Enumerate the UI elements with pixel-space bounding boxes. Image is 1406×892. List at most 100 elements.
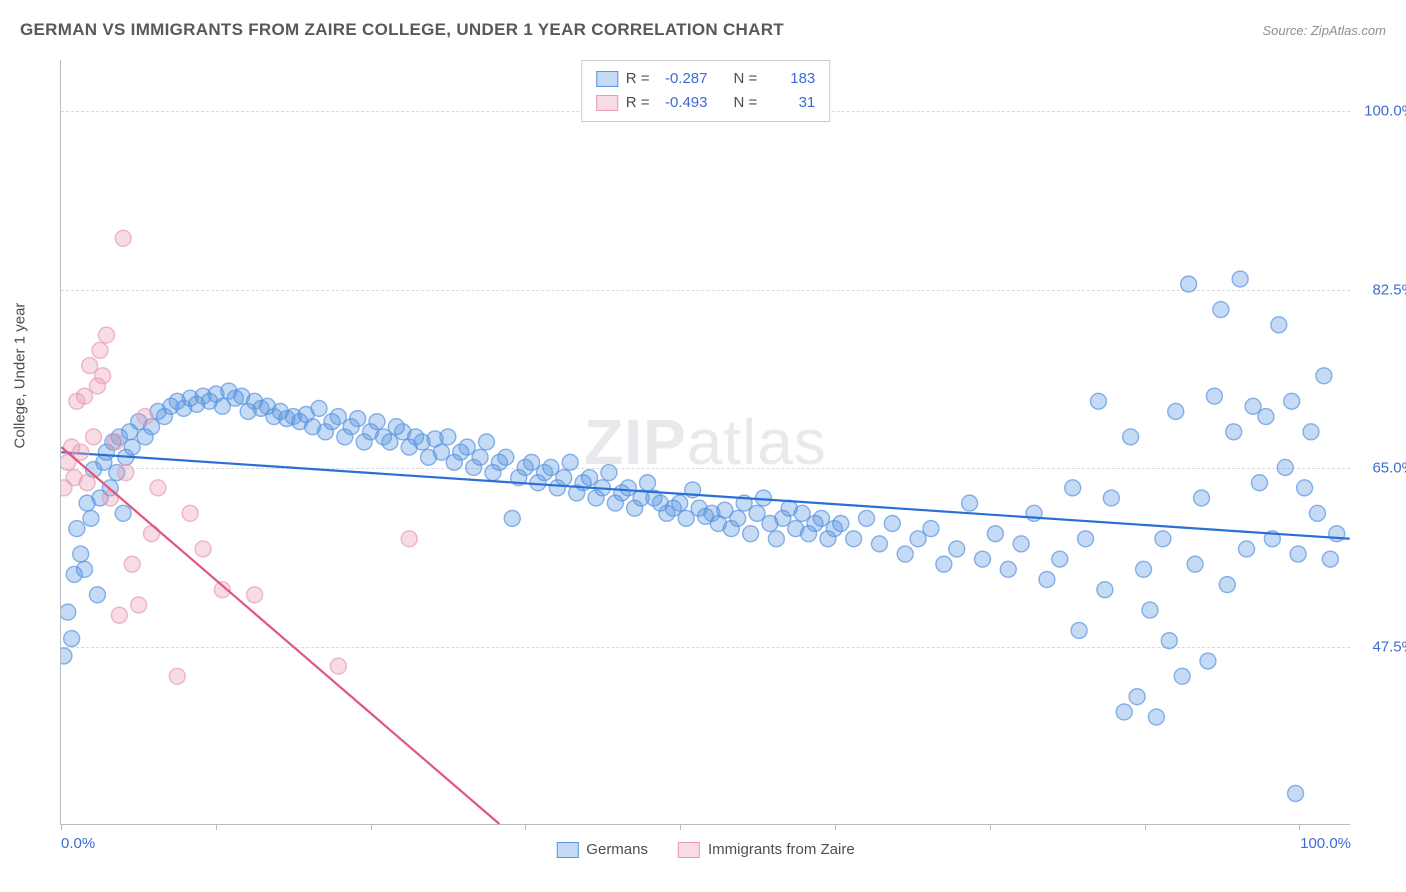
x-tick: [680, 824, 681, 830]
scatter-point: [61, 604, 76, 620]
scatter-point: [504, 510, 520, 526]
scatter-point: [556, 470, 572, 486]
scatter-point: [1322, 551, 1338, 567]
scatter-point: [1200, 653, 1216, 669]
scatter-point: [169, 668, 185, 684]
scatter-point: [1000, 561, 1016, 577]
y-tick-label: 100.0%: [1364, 103, 1406, 120]
scatter-point: [131, 597, 147, 613]
legend-swatch-germans-bottom: [556, 842, 578, 858]
scatter-point: [1090, 393, 1106, 409]
scatter-point: [1239, 541, 1255, 557]
correlation-legend: R = -0.287 N = 183 R = -0.493 N = 31: [581, 60, 831, 122]
scatter-point: [1168, 403, 1184, 419]
x-tick: [525, 824, 526, 830]
scatter-point: [962, 495, 978, 511]
scatter-point: [330, 658, 346, 674]
scatter-point: [1219, 577, 1235, 593]
scatter-point: [102, 490, 118, 506]
y-axis-label: College, Under 1 year: [12, 303, 29, 449]
scatter-point: [401, 531, 417, 547]
scatter-point: [73, 546, 89, 562]
scatter-point: [730, 510, 746, 526]
scatter-point: [1290, 546, 1306, 562]
scatter-point: [61, 648, 72, 664]
scatter-point: [897, 546, 913, 562]
scatter-point: [562, 454, 578, 470]
scatter-point: [107, 434, 123, 450]
scatter-point: [86, 429, 102, 445]
scatter-point: [884, 516, 900, 532]
scatter-point: [92, 342, 108, 358]
legend-swatch-zaire: [596, 95, 618, 111]
scatter-point: [1316, 368, 1332, 384]
scatter-point: [195, 541, 211, 557]
scatter-point: [1226, 424, 1242, 440]
scatter-point: [1213, 302, 1229, 318]
legend-swatch-zaire-bottom: [678, 842, 700, 858]
scatter-point: [1297, 480, 1313, 496]
scatter-point: [350, 411, 366, 427]
x-tick: [61, 824, 62, 830]
y-tick-label: 65.0%: [1372, 460, 1406, 477]
y-tick-label: 47.5%: [1372, 638, 1406, 655]
scatter-point: [98, 327, 114, 343]
scatter-point: [472, 449, 488, 465]
scatter-point: [115, 505, 131, 521]
scatter-point: [83, 510, 99, 526]
scatter-point: [601, 465, 617, 481]
x-tick-label: 100.0%: [1300, 835, 1351, 852]
scatter-point: [115, 230, 131, 246]
scatter-point: [871, 536, 887, 552]
scatter-point: [1097, 582, 1113, 598]
legend-item-germans: Germans: [556, 841, 648, 858]
scatter-point: [440, 429, 456, 445]
scatter-point: [369, 414, 385, 430]
chart-plot-area: ZIPatlas R = -0.287 N = 183 R = -0.493 N…: [60, 60, 1350, 825]
scatter-point: [1071, 622, 1087, 638]
scatter-point: [89, 587, 105, 603]
scatter-point: [743, 526, 759, 542]
scatter-point: [1155, 531, 1171, 547]
scatter-point: [1065, 480, 1081, 496]
scatter-point: [111, 607, 127, 623]
scatter-point: [1258, 409, 1274, 425]
scatter-point: [79, 475, 95, 491]
scatter-point: [1142, 602, 1158, 618]
x-tick: [835, 824, 836, 830]
scatter-point: [1148, 709, 1164, 725]
scatter-point: [1251, 475, 1267, 491]
scatter-point: [69, 521, 85, 537]
scatter-point: [1288, 785, 1304, 801]
y-tick-label: 82.5%: [1372, 281, 1406, 298]
scatter-point: [846, 531, 862, 547]
scatter-point: [1078, 531, 1094, 547]
scatter-point: [95, 368, 111, 384]
x-tick: [1145, 824, 1146, 830]
scatter-point: [1271, 317, 1287, 333]
scatter-point: [1284, 393, 1300, 409]
scatter-point: [1232, 271, 1248, 287]
scatter-point: [478, 434, 494, 450]
scatter-point: [247, 587, 263, 603]
scatter-point: [1013, 536, 1029, 552]
scatter-point: [936, 556, 952, 572]
scatter-point: [1129, 689, 1145, 705]
scatter-point: [150, 480, 166, 496]
scatter-point: [640, 475, 656, 491]
regression-line: [61, 447, 499, 824]
scatter-point: [768, 531, 784, 547]
scatter-point: [1277, 459, 1293, 475]
x-tick-label: 0.0%: [61, 835, 95, 852]
scatter-point: [1039, 572, 1055, 588]
scatter-point: [1206, 388, 1222, 404]
scatter-point: [949, 541, 965, 557]
scatter-point: [672, 495, 688, 511]
scatter-point: [118, 465, 134, 481]
scatter-point: [1181, 276, 1197, 292]
x-tick: [990, 824, 991, 830]
scatter-point: [987, 526, 1003, 542]
legend-row-zaire: R = -0.493 N = 31: [596, 91, 816, 115]
scatter-point: [859, 510, 875, 526]
header-bar: GERMAN VS IMMIGRANTS FROM ZAIRE COLLEGE,…: [20, 20, 1386, 40]
